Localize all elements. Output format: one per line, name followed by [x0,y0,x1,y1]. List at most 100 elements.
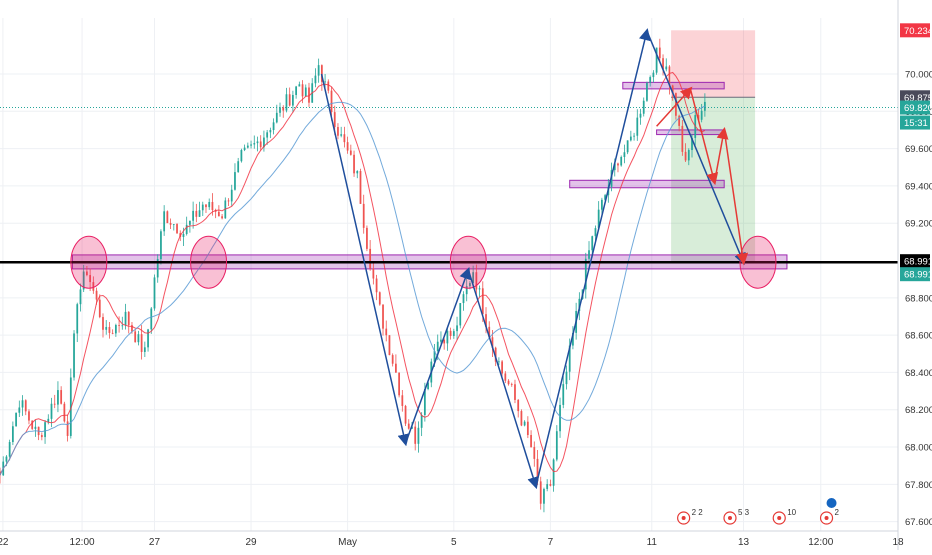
price-tick-label: 68.600 [905,331,932,342]
highlight-circle[interactable] [739,235,777,289]
time-tick-label: May [338,537,357,548]
candle-up [578,298,581,311]
candle-down [539,481,542,504]
candle-up [427,382,429,390]
entry-price-badge-label: 69.875 [904,93,932,104]
economic-event-icon-dot [727,516,732,520]
time-tick-label: 12:00 [808,537,833,548]
candle-up [636,117,639,136]
candle-up [160,231,162,260]
candle-up [230,189,233,202]
candle-down [366,227,368,249]
candle-up [295,86,297,95]
candle-up [620,156,623,166]
candle-up [423,389,426,416]
zone-rectangle[interactable] [569,179,725,189]
red-projection-arrow[interactable] [723,129,749,266]
price-tick-label: 70.000 [905,69,932,80]
candle-down [449,330,452,336]
candle-up [172,224,175,225]
candle-down [391,355,394,364]
price-axis[interactable]: 70.00069.80069.60069.40069.20068.80068.6… [897,0,932,550]
candle-up [633,135,635,137]
candle-up [275,112,278,123]
highlight-circles[interactable] [70,235,777,289]
candle-down [66,421,69,436]
key-level-price-badge-bg[interactable] [900,254,930,269]
red-projection-arrow[interactable] [656,86,693,127]
candle-down [176,224,178,234]
red-projection-arrow[interactable] [689,88,719,186]
price-tick-label: 69.600 [905,144,932,155]
candle-up [440,339,442,342]
take-profit-zone[interactable] [671,97,756,263]
blue-wave-arrow[interactable] [646,30,746,266]
bar-countdown-badge-label: 15:31 [904,118,928,129]
stop-loss-price-badge-label: 70.234 [904,26,932,37]
blue-wave-arrow[interactable] [320,73,410,447]
current-price-badge-bg[interactable] [900,100,930,115]
event-count-label: 10 [787,508,796,517]
blue-wave-arrow[interactable] [404,267,471,444]
highlight-circle[interactable] [190,235,228,289]
candle-up [642,100,645,114]
candle-down [488,326,491,338]
stop-loss-zone[interactable] [671,30,756,98]
key-level-price-badge-secondary-label: 68.991 [904,270,932,281]
candle-down [127,311,130,326]
candle-down [517,399,520,412]
candle-up [446,330,449,344]
candle-down [504,373,507,381]
candle-up [687,150,690,161]
candle-down [95,290,98,300]
key-level-price-badge-secondary-bg[interactable] [900,267,930,282]
bar-countdown-badge-bg[interactable] [900,115,930,130]
candle-down [205,204,207,208]
candle-down [89,275,92,283]
candle-up [150,308,153,330]
candle-up [604,195,606,200]
candle-down [353,154,355,174]
position-tool[interactable] [0,30,898,263]
candle-down [301,84,304,97]
candle-down [533,447,536,459]
candle-down [395,363,397,373]
event-markers[interactable]: 2 2 5 3 10 2 [677,498,840,525]
candle-up [456,325,458,332]
candle-up [189,220,191,225]
highlight-circle[interactable] [70,235,108,289]
candle-down [668,66,671,86]
candle-up [121,325,124,327]
price-tick-label: 68.800 [905,293,932,304]
time-tick-label: 29 [245,537,257,548]
candle-down [398,372,400,396]
candle-up [47,418,50,423]
candle-up [279,107,281,113]
candle-down [671,85,674,94]
price-tick-label: 68.000 [905,443,932,454]
candle-up [655,47,658,73]
time-axis[interactable]: 22 12:00 27 29 May 5 7 11 13 12:00 18 [0,530,904,548]
candle-down [407,423,410,429]
candle-up [465,286,468,295]
candle-down [510,384,513,386]
candle-up [82,271,85,290]
blue-wave-arrow[interactable] [535,28,651,487]
australia-flag-icon[interactable] [826,498,837,508]
red-projection-arrow[interactable] [713,126,729,183]
candle-down [475,272,478,290]
candle-down [369,248,372,269]
stop-loss-price-badge-bg[interactable] [900,23,930,38]
highlight-circle[interactable] [449,235,487,289]
candle-up [584,258,587,290]
projection-arrows[interactable] [320,28,749,490]
candle-up [317,65,320,76]
candle-up [15,412,17,427]
candle-up [57,390,59,405]
candle-up [256,141,259,144]
blue-wave-arrow[interactable] [467,269,539,490]
key-level-price-badge-label: 68.991 [904,257,932,268]
economic-event-icon-dot [681,516,686,520]
